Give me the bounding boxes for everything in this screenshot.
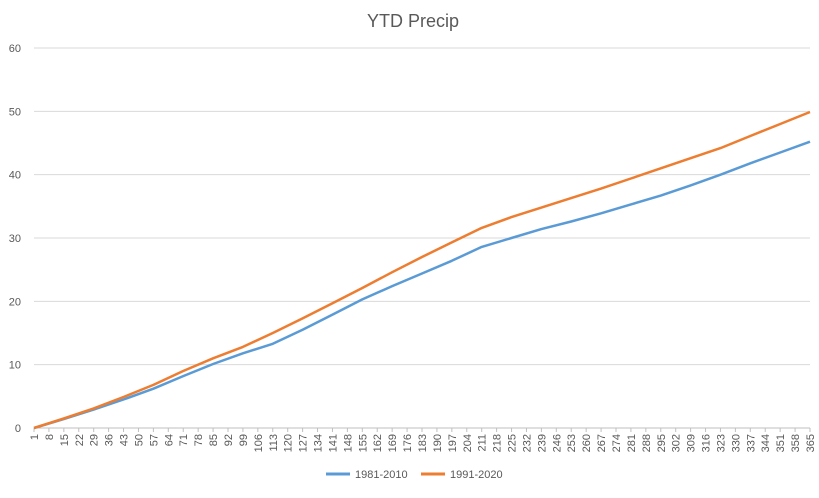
y-tick-label: 60 — [9, 43, 21, 55]
x-tick-label: 197 — [447, 434, 459, 452]
legend-label-2: 1991-2020 — [450, 469, 503, 481]
x-tick-label: 351 — [775, 434, 787, 452]
legend-label-1: 1981-2010 — [355, 469, 408, 481]
x-tick-label: 218 — [492, 434, 504, 452]
x-tick-label: 78 — [193, 434, 205, 446]
x-tick-label: 190 — [432, 434, 444, 452]
x-tick-label: 232 — [521, 434, 533, 452]
x-tick-label: 113 — [268, 434, 280, 452]
x-tick-label: 169 — [387, 434, 399, 452]
x-tick-label: 92 — [223, 434, 235, 446]
x-tick-label: 330 — [730, 434, 742, 452]
y-tick-label: 40 — [9, 170, 21, 182]
x-tick-label: 204 — [462, 434, 474, 452]
x-tick-label: 141 — [327, 434, 339, 452]
x-tick-label: 344 — [760, 434, 772, 452]
x-tick-label: 365 — [805, 434, 817, 452]
x-tick-label: 337 — [745, 434, 757, 452]
x-tick-label: 36 — [104, 434, 116, 446]
x-tick-label: 162 — [372, 434, 384, 452]
x-tick-label: 176 — [402, 434, 414, 452]
x-tick-label: 358 — [790, 434, 802, 452]
x-tick-label: 106 — [253, 434, 265, 452]
x-tick-label: 29 — [89, 434, 101, 446]
x-tick-label: 57 — [148, 434, 160, 446]
x-tick-label: 211 — [477, 434, 489, 452]
x-tick-label: 253 — [566, 434, 578, 452]
x-tick-label: 43 — [119, 434, 131, 446]
x-tick-label: 22 — [74, 434, 86, 446]
y-tick-label: 50 — [9, 106, 21, 118]
x-tick-label: 302 — [671, 434, 683, 452]
x-tick-label: 85 — [208, 434, 220, 446]
x-tick-label: 267 — [596, 434, 608, 452]
x-tick-label: 148 — [342, 434, 354, 452]
x-tick-label: 281 — [626, 434, 638, 452]
x-tick-label: 309 — [686, 434, 698, 452]
x-tick-label: 120 — [283, 434, 295, 452]
x-tick-label: 50 — [133, 434, 145, 446]
x-tick-label: 225 — [507, 434, 519, 452]
x-tick-label: 127 — [298, 434, 310, 452]
x-tick-label: 15 — [59, 434, 71, 446]
x-tick-label: 316 — [701, 434, 713, 452]
y-tick-label: 0 — [15, 423, 21, 435]
x-tick-label: 155 — [357, 434, 369, 452]
series-lines — [33, 110, 811, 430]
chart-title: YTD Precip — [367, 11, 459, 31]
x-tick-label: 183 — [417, 434, 429, 452]
y-tick-label: 10 — [9, 360, 21, 372]
y-tick-label: 30 — [9, 233, 21, 245]
series-line-1 — [33, 140, 811, 430]
x-tick-label: 64 — [163, 434, 175, 446]
x-tick-label: 274 — [611, 434, 623, 452]
x-tick-label: 8 — [44, 434, 56, 440]
x-tick-label: 246 — [551, 434, 563, 452]
y-tick-label: 20 — [9, 296, 21, 308]
x-tick-label: 288 — [641, 434, 653, 452]
x-tick-label: 323 — [715, 434, 727, 452]
x-tick-label: 1 — [29, 434, 41, 440]
x-tick-label: 99 — [238, 434, 250, 446]
legend: 1981-2010 1991-2020 — [326, 469, 503, 481]
x-tick-label: 134 — [313, 434, 325, 452]
x-tick-label: 239 — [536, 434, 548, 452]
x-tick-label: 71 — [178, 434, 190, 446]
x-tick-label: 260 — [581, 434, 593, 452]
series-line-2 — [33, 110, 811, 430]
gridlines — [34, 47, 810, 366]
x-tick-label: 295 — [656, 434, 668, 452]
